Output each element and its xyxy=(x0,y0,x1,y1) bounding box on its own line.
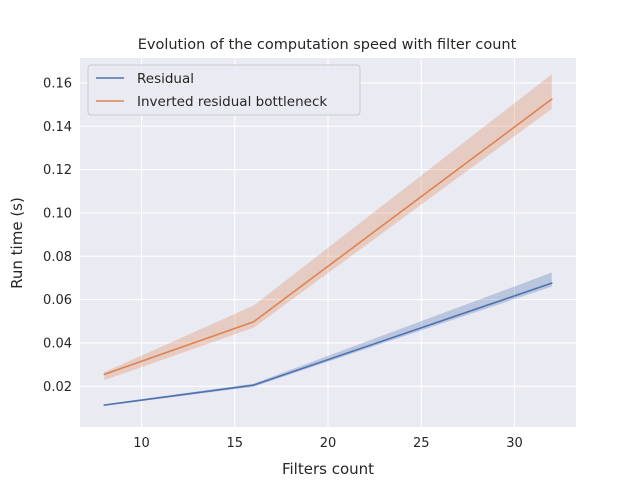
y-tick-label-0.08: 0.08 xyxy=(43,250,72,265)
legend-label-residual: Residual xyxy=(137,71,194,87)
x-tick-label-25: 25 xyxy=(413,436,430,451)
y-tick-label-0.10: 0.10 xyxy=(43,206,72,221)
series-lines xyxy=(103,98,553,406)
y-tick-label-0.06: 0.06 xyxy=(43,293,72,308)
x-axis-label: Filters count xyxy=(282,460,374,478)
x-tick-label-15: 15 xyxy=(226,436,243,451)
legend-box xyxy=(87,64,361,116)
series-line-inverted-residual-bottleneck xyxy=(103,98,553,376)
y-tick-labels: 0.02 0.04 0.06 0.08 0.10 0.12 0.14 0.16 xyxy=(43,76,72,394)
y-tick-label-0.02: 0.02 xyxy=(43,380,72,395)
grid-lines xyxy=(80,58,576,427)
legend-label-inverted-residual-bottleneck: Inverted residual bottleneck xyxy=(137,94,327,110)
x-tick-label-20: 20 xyxy=(320,436,337,451)
y-tick-label-0.14: 0.14 xyxy=(43,120,72,135)
chart-title: Evolution of the computation speed with … xyxy=(138,37,517,53)
y-tick-label-0.16: 0.16 xyxy=(43,76,72,91)
y-tick-label-0.12: 0.12 xyxy=(43,163,72,178)
x-tick-labels: 10 15 20 25 30 xyxy=(133,436,522,451)
x-tick-label-30: 30 xyxy=(506,436,523,451)
series-line-residual xyxy=(103,282,553,406)
legend: Residual Inverted residual bottleneck xyxy=(87,64,361,116)
x-tick-label-10: 10 xyxy=(133,436,150,451)
y-tick-label-0.04: 0.04 xyxy=(43,336,72,351)
y-axis-label: Run time (s) xyxy=(8,197,26,289)
